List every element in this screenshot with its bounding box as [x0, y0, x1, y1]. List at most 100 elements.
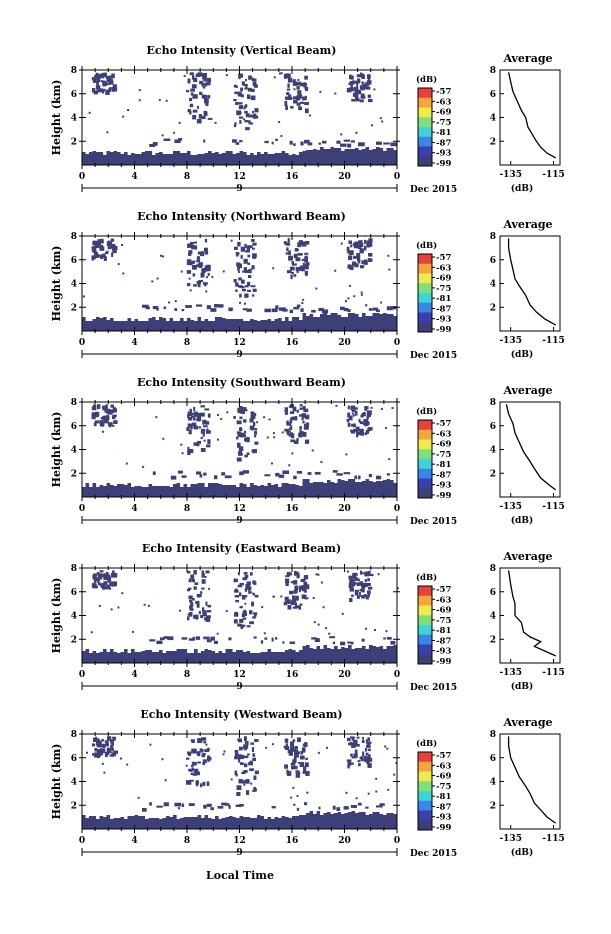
upper-echo-cell [200, 251, 205, 257]
surface-echo-band [82, 654, 397, 663]
upper-echo-cell [204, 98, 209, 104]
upper-echo-cell [97, 582, 101, 586]
layer-echo-cell [293, 306, 300, 310]
upper-echo-cell [233, 246, 238, 250]
surface-echo-cell [285, 483, 289, 488]
layer-echo-cell [390, 142, 397, 147]
layer-echo-cell [142, 807, 147, 812]
upper-echo-cell [234, 756, 239, 760]
upper-echo-cell [242, 617, 247, 620]
upper-echo-cell [111, 747, 114, 752]
sparse-echo-cell [317, 623, 320, 626]
sparse-echo-cell [249, 114, 252, 117]
sparse-echo-cell [88, 111, 91, 114]
surface-echo-cell [281, 816, 286, 820]
upper-echo-cell [254, 594, 259, 598]
surface-echo-cell [376, 481, 380, 488]
layer-echo-cell [271, 806, 276, 809]
upper-echo-cell [245, 285, 249, 288]
layer-echo-cell [307, 472, 312, 475]
layer-echo-cell [224, 475, 232, 479]
upper-echo-cell [239, 592, 242, 597]
surface-echo-cell [96, 653, 100, 654]
upper-echo-cell [237, 91, 242, 97]
surface-echo-cell [358, 812, 363, 820]
surface-echo-cell [323, 149, 328, 156]
upper-echo-cell [100, 748, 106, 754]
upper-echo-cell [361, 413, 366, 417]
upper-echo-cell [188, 429, 192, 435]
surface-echo-cell [267, 483, 272, 488]
upper-echo-cell [193, 614, 197, 619]
upper-echo-cell [99, 246, 105, 251]
upper-echo-cell [206, 266, 211, 271]
panel-title: Echo Intensity (Vertical Beam) [146, 44, 336, 57]
upper-echo-cell [365, 429, 370, 434]
average-title: Average [502, 550, 552, 563]
upper-echo-cell [244, 755, 249, 759]
upper-echo-cell [357, 431, 361, 436]
sparse-echo-cell [203, 439, 206, 442]
surface-echo-cell [204, 319, 209, 322]
upper-echo-cell [246, 581, 252, 585]
sparse-echo-cell [107, 79, 110, 82]
upper-echo-cell [237, 584, 243, 588]
sparse-echo-cell [256, 421, 259, 424]
upper-echo-cell [187, 411, 193, 417]
surface-echo-cell [180, 818, 184, 820]
surface-echo-cell [285, 650, 289, 654]
upper-echo-cell [243, 572, 248, 575]
surface-echo-cell [355, 314, 359, 322]
upper-echo-cell [94, 74, 100, 79]
layer-echo-cell [350, 641, 354, 645]
surface-echo-cell [173, 321, 177, 322]
surface-echo-cell [134, 319, 139, 322]
layer-echo-cell [160, 637, 165, 641]
surface-echo-cell [166, 486, 170, 488]
upper-echo-cell [112, 570, 115, 576]
upper-echo-cell [296, 438, 299, 442]
layer-echo-cell [232, 139, 237, 143]
surface-echo-cell [379, 814, 384, 820]
sparse-echo-cell [280, 135, 283, 138]
upper-echo-cell [352, 574, 357, 579]
upper-echo-cell [113, 84, 118, 87]
surface-echo-cell [351, 649, 356, 654]
surface-echo-cell [390, 813, 394, 820]
upper-echo-cell [187, 416, 193, 421]
upper-echo-cell [284, 764, 289, 769]
surface-echo-cell [113, 321, 118, 322]
surface-echo-cell [197, 815, 202, 820]
sparse-echo-cell [82, 295, 85, 298]
y-tick-label: 2 [71, 303, 77, 313]
upper-echo-cell [193, 406, 196, 412]
upper-echo-cell [202, 762, 206, 766]
surface-echo-cell [162, 318, 167, 322]
surface-echo-cell [246, 817, 251, 820]
layer-echo-cell [332, 641, 336, 645]
upper-echo-cell [303, 766, 307, 772]
upper-echo-cell [351, 409, 356, 412]
sparse-echo-cell [252, 77, 255, 80]
colorbar-label: -57 [436, 419, 451, 429]
upper-echo-cell [234, 770, 237, 775]
surface-echo-cell [362, 812, 366, 820]
layer-echo-cell [167, 636, 174, 641]
upper-echo-cell [292, 96, 298, 100]
surface-echo-cell [110, 485, 114, 488]
surface-echo-cell [271, 652, 275, 654]
sparse-echo-cell [340, 242, 343, 245]
layer-echo-cell [178, 807, 181, 810]
surface-echo-cell [124, 819, 128, 820]
upper-echo-cell [243, 267, 247, 271]
y-tick-label: 2 [71, 137, 77, 147]
x-tick-label: 8 [184, 504, 190, 514]
upper-echo-cell [295, 773, 300, 778]
sparse-echo-cell [302, 298, 305, 301]
surface-echo-cell [120, 154, 125, 156]
upper-echo-cell [101, 575, 105, 578]
surface-echo-cell [162, 818, 167, 820]
upper-echo-cell [247, 289, 251, 292]
upper-echo-cell [290, 404, 295, 409]
upper-echo-cell [294, 602, 298, 607]
